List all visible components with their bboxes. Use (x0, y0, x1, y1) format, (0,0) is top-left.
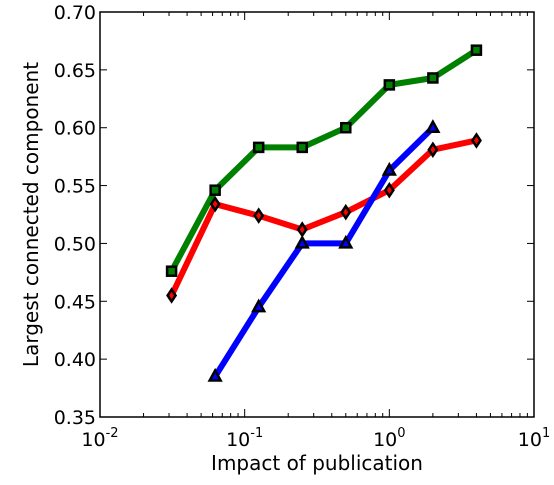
data-point-triangle (381, 161, 397, 176)
y-tick-label: 0.60 (54, 118, 96, 140)
data-point-square (340, 121, 352, 134)
data-point-square (427, 72, 439, 84)
data-point-square (383, 79, 396, 91)
y-axis: 0.35 0.40 0.45 0.50 0.55 0.60 0.65 0.70 (54, 2, 534, 429)
y-axis-label: Largest connected component (19, 62, 43, 367)
y-tick-label: 0.40 (54, 349, 96, 371)
x-axis: 10-2 10-1 100 101 (81, 12, 550, 451)
x-tick-label: 10-1 (226, 426, 263, 451)
y-tick-label: 0.70 (54, 2, 96, 24)
data-point-diamond (340, 203, 352, 221)
data-point-square (252, 141, 265, 154)
y-tick-label: 0.45 (54, 291, 96, 313)
data-point-diamond (253, 207, 265, 224)
x-axis-label: Impact of publication (211, 451, 423, 475)
data-point-diamond (209, 195, 221, 213)
plot-area (165, 44, 483, 382)
y-tick-label: 0.65 (54, 60, 96, 82)
y-tick-label: 0.35 (54, 407, 96, 429)
y-tick-label: 0.55 (54, 176, 96, 198)
data-point-square (296, 141, 308, 154)
data-point-triangle (338, 234, 354, 249)
x-tick-label: 100 (373, 426, 405, 451)
data-point-diamond (383, 181, 395, 199)
data-point-triangle (207, 367, 223, 382)
series-diamond-line (168, 137, 478, 297)
data-point-square (209, 184, 221, 196)
data-point-square (470, 44, 483, 56)
data-point-triangle (425, 119, 441, 133)
data-point-square (165, 265, 178, 277)
x-tick-label: 101 (518, 426, 550, 451)
data-point-triangle (251, 298, 267, 313)
data-point-diamond (470, 132, 482, 149)
y-tick-label: 0.50 (54, 233, 96, 255)
data-point-triangle (294, 234, 310, 249)
data-point-diamond (427, 141, 439, 158)
plot-frame (99, 11, 535, 418)
series-triangle-line (212, 125, 436, 379)
data-point-diamond (166, 287, 178, 304)
x-tick-label: 10-2 (81, 426, 118, 451)
series-square-line (168, 47, 479, 273)
